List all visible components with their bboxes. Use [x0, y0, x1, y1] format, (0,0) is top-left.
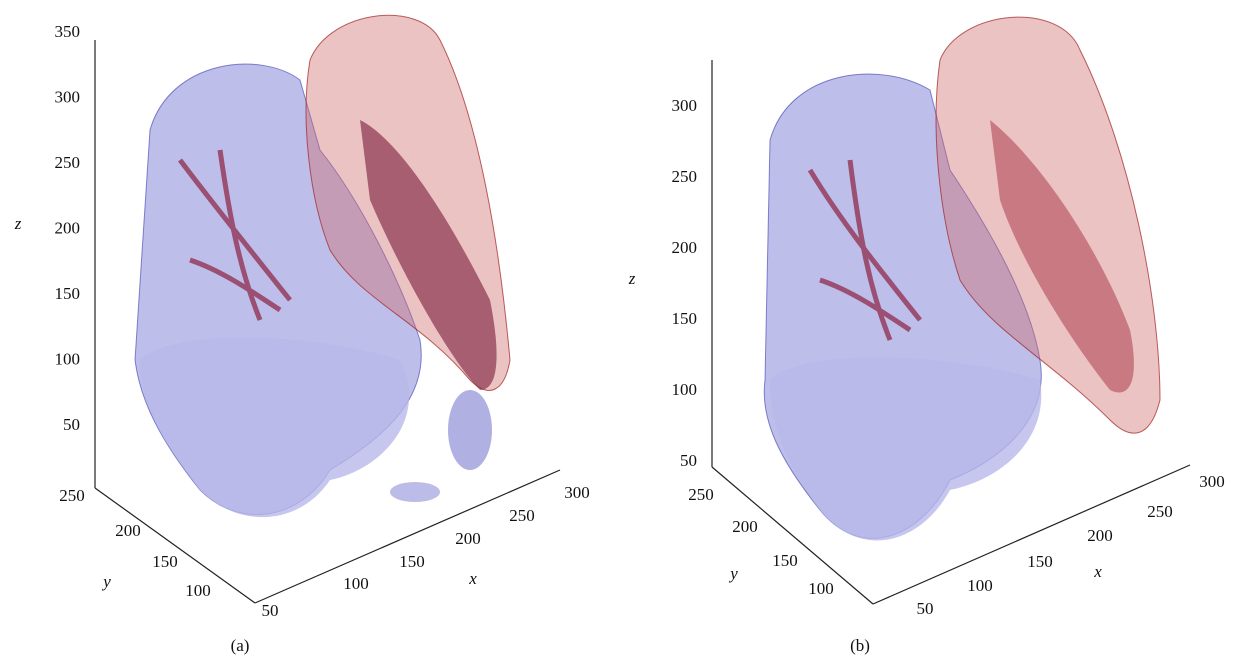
x-tick-label: 300	[564, 483, 590, 502]
y-tick-label: 100	[185, 581, 211, 600]
z-tick-label: 300	[672, 96, 698, 115]
x-axis-label: x	[1093, 562, 1102, 581]
panel-caption: (a)	[231, 636, 250, 655]
panel-caption: (b)	[850, 636, 870, 655]
x-tick-label: 50	[917, 599, 934, 618]
z-tick-label: 150	[55, 284, 81, 303]
z-tick-label: 100	[672, 380, 698, 399]
y-tick-label: 150	[772, 551, 798, 570]
x-tick-label: 100	[343, 574, 369, 593]
x-tick-label: 50	[262, 601, 279, 620]
x-tick-label: 100	[967, 576, 993, 595]
x-tick-label: 150	[399, 552, 425, 571]
axis-line	[94, 487, 256, 604]
z-tick-label: 250	[672, 167, 698, 186]
y-tick-label: 250	[59, 486, 85, 505]
z-tick-label: 50	[680, 451, 697, 470]
x-tick-label: 200	[1087, 526, 1113, 545]
axis-line	[254, 469, 561, 604]
z-axis-label: z	[14, 214, 22, 233]
x-axis-label: x	[468, 569, 477, 588]
z-tick-label: 150	[672, 309, 698, 328]
y-tick-label: 200	[732, 517, 758, 536]
volume-rendering-a	[134, 14, 511, 518]
z-tick-label: 300	[55, 87, 81, 106]
x-tick-label: 250	[509, 506, 535, 525]
y-axis-label: y	[101, 572, 111, 591]
y-tick-label: 200	[115, 521, 141, 540]
y-axis-label: y	[728, 564, 738, 583]
z-axis-label: z	[628, 269, 636, 288]
axis-line	[711, 466, 874, 605]
x-tick-label: 150	[1027, 552, 1053, 571]
x-tick-label: 200	[455, 529, 481, 548]
y-tick-label: 100	[808, 579, 834, 598]
axis-line	[872, 464, 1191, 605]
volume-rendering-b	[763, 16, 1161, 541]
y-tick-label: 250	[688, 485, 714, 504]
x-tick-label: 250	[1147, 502, 1173, 521]
z-tick-label: 250	[55, 153, 81, 172]
z-tick-label: 350	[55, 22, 81, 41]
z-tick-label: 200	[55, 218, 81, 237]
y-tick-label: 150	[152, 552, 178, 571]
z-tick-label: 100	[55, 349, 81, 368]
x-tick-label: 300	[1199, 472, 1225, 491]
z-tick-label: 50	[63, 415, 80, 434]
z-tick-label: 200	[672, 238, 698, 257]
